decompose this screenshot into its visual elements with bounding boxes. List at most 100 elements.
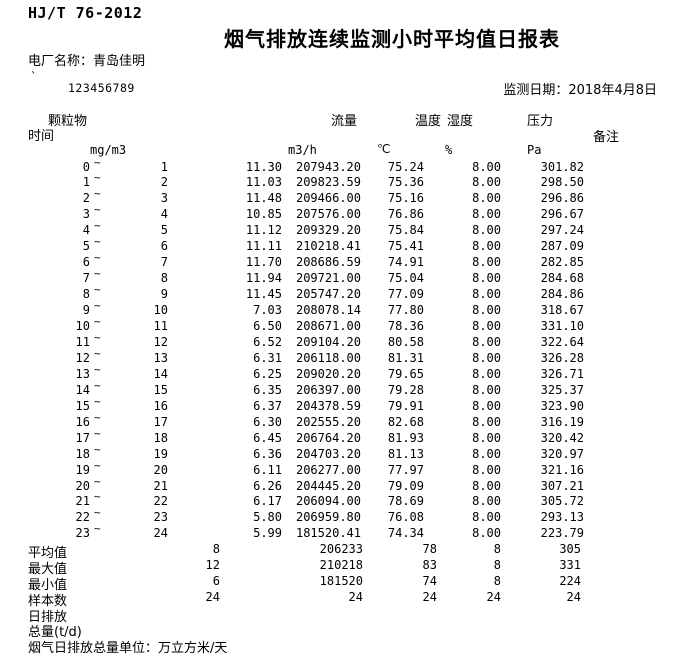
table-row: 12 ~ 13 6.31 206118.00 81.31 8.00 326.28 [0,347,682,367]
hour-start-cell: 23 [75,526,90,540]
summary-temperature-cell: 74 [422,574,437,588]
table-row: 8 ~ 9 11.45 205747.20 77.09 8.00 284.86 [0,283,682,303]
hour-start-cell: 17 [75,431,90,445]
flow-cell: 209721.00 [295,271,361,285]
flow-cell: 208671.00 [295,319,361,333]
humidity-cell: 8.00 [472,431,501,445]
tilde-separator: ~ [94,251,101,264]
column-header-flow: 流量 [331,114,358,129]
summary-pressure-cell: 224 [559,574,581,588]
tilde-separator: ~ [94,315,101,328]
humidity-cell: 8.00 [472,494,501,508]
tilde-separator: ~ [94,475,101,488]
particulate-cell: 11.48 [245,191,282,205]
particulate-cell: 6.30 [253,415,282,429]
particulate-cell: 11.03 [245,175,282,189]
table-row: 23 ~ 24 5.99 181520.41 74.34 8.00 223.79 [0,522,682,542]
hour-end-cell: 6 [160,239,168,253]
hour-start-cell: 15 [75,399,90,413]
tilde-separator: ~ [94,267,101,280]
tilde-separator: ~ [94,443,101,456]
hour-end-cell: 8 [160,271,168,285]
humidity-cell: 8.00 [472,223,501,237]
tilde-separator: ~ [94,506,101,519]
summary-humidity-cell: 8 [493,542,501,556]
hour-end-cell: 18 [153,431,168,445]
hour-end-cell: 16 [153,399,168,413]
temperature-cell: 75.41 [387,239,424,253]
hour-start-cell: 16 [75,415,90,429]
temperature-cell: 74.91 [387,255,424,269]
summary-pressure-cell: 331 [559,558,581,572]
hour-start-cell: 11 [75,335,90,349]
temperature-cell: 78.36 [387,319,424,333]
pressure-cell: 320.42 [540,431,584,445]
hour-end-cell: 9 [160,287,168,301]
flow-cell: 202555.20 [295,415,361,429]
monitor-date-value: 2018年4月8日 [568,83,657,98]
particulate-cell: 11.30 [245,160,282,174]
temperature-cell: 77.09 [387,287,424,301]
flow-cell: 209466.00 [295,191,361,205]
flow-cell: 206277.00 [295,463,361,477]
humidity-cell: 8.00 [472,191,501,205]
humidity-cell: 8.00 [472,351,501,365]
flow-cell: 206118.00 [295,351,361,365]
summary-particulate-cell: 6 [212,574,220,588]
hour-end-cell: 11 [153,319,168,333]
flow-cell: 209823.59 [295,175,361,189]
temperature-cell: 82.68 [387,415,424,429]
summary-row: 最小值 6 181520 74 8 224 [0,574,682,593]
temperature-cell: 79.91 [387,399,424,413]
humidity-cell: 8.00 [472,255,501,269]
column-header-humidity: 湿度 [447,114,474,129]
particulate-cell: 11.70 [245,255,282,269]
hour-end-cell: 3 [160,191,168,205]
tilde-separator: ~ [94,459,101,472]
hour-start-cell: 20 [75,479,90,493]
hour-end-cell: 19 [153,447,168,461]
summary-row: 最大值 12 210218 83 8 331 [0,558,682,577]
table-row: 7 ~ 8 11.94 209721.00 75.04 8.00 284.68 [0,267,682,287]
monitor-date-line: 监测日期：2018年4月8日 [503,79,657,98]
hour-start-cell: 2 [82,191,90,205]
table-row: 0 ~ 1 11.30 207943.20 75.24 8.00 301.82 [0,156,682,176]
pressure-cell: 305.72 [540,494,584,508]
hour-end-cell: 17 [153,415,168,429]
particulate-cell: 5.99 [253,526,282,540]
pressure-cell: 323.90 [540,399,584,413]
particulate-cell: 6.35 [253,383,282,397]
temperature-cell: 74.34 [387,526,424,540]
pressure-cell: 301.82 [540,160,584,174]
temperature-cell: 81.93 [387,431,424,445]
humidity-cell: 8.00 [472,207,501,221]
temperature-cell: 81.13 [387,447,424,461]
hour-start-cell: 10 [75,319,90,333]
flow-cell: 204378.59 [295,399,361,413]
summary-pressure-cell: 305 [559,542,581,556]
table-row: 17 ~ 18 6.45 206764.20 81.93 8.00 320.42 [0,427,682,447]
daily-total-label: 总量(t/d) [28,625,82,640]
summary-label: 最小值 [28,578,68,593]
humidity-cell: 8.00 [472,383,501,397]
pressure-cell: 322.64 [540,335,584,349]
hour-start-cell: 8 [82,287,90,301]
hour-end-cell: 24 [153,526,168,540]
particulate-cell: 6.25 [253,367,282,381]
table-row: 10 ~ 11 6.50 208671.00 78.36 8.00 331.10 [0,315,682,335]
flow-cell: 210218.41 [295,239,361,253]
summary-row: 样本数 24 24 24 24 24 [0,590,682,609]
tilde-separator: ~ [94,379,101,392]
flow-cell: 206397.00 [295,383,361,397]
pressure-cell: 318.67 [540,303,584,317]
column-header-remark: 备注 [593,130,620,145]
pressure-cell: 298.50 [540,175,584,189]
summary-label: 最大值 [28,562,68,577]
particulate-cell: 6.37 [253,399,282,413]
unit-temperature: ℃ [377,142,391,156]
humidity-cell: 8.00 [472,479,501,493]
table-row: 1 ~ 2 11.03 209823.59 75.36 8.00 298.50 [0,171,682,191]
hour-start-cell: 5 [82,239,90,253]
particulate-cell: 6.50 [253,319,282,333]
tilde-separator: ~ [94,235,101,248]
